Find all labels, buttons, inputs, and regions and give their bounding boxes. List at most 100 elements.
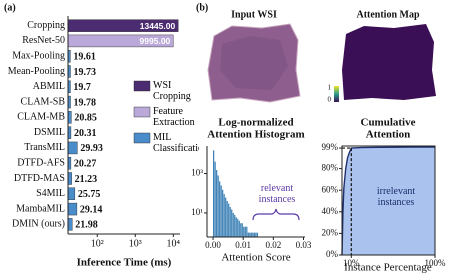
y-tick-label: DTFD-MAS (14, 173, 65, 184)
legend-label: Feature Extraction (153, 106, 195, 128)
attention-map-image (342, 24, 436, 100)
x-tick-label: 10⁴ (167, 238, 181, 249)
x-tick-label: 10% (343, 258, 360, 268)
legend-label: MIL Classification (153, 132, 199, 154)
histogram-bar (253, 232, 255, 237)
y-tick-label: Max-Pooling (12, 51, 65, 62)
x-tick-label: 100% (425, 258, 447, 268)
value-label: 20.31 (74, 128, 97, 139)
legend-label: MIL Classification (153, 132, 199, 154)
histogram-bar (235, 217, 237, 237)
annotation: irrelevant instances (376, 186, 416, 208)
histogram-bar (238, 220, 240, 237)
y-tick-label: MambaMIL (16, 203, 65, 214)
y-tick-label: 10³ (191, 168, 203, 178)
bar (67, 111, 72, 124)
y-tick-label: ABMIL (33, 81, 65, 92)
y-tick-label: CLAM-SB (21, 96, 66, 107)
y-tick-label: 40% (322, 206, 339, 216)
y-tick-label: 0% (326, 249, 339, 259)
bar (67, 202, 78, 216)
histogram-bar (220, 185, 222, 237)
histogram-bar (232, 212, 234, 237)
legend-label: Feature Extraction (153, 106, 195, 128)
value-label: 21.98 (75, 220, 98, 231)
y-tick-label: DSMIL (34, 127, 65, 138)
x-tick-label: 10² (91, 238, 104, 249)
y-tick-label: 99% (322, 142, 339, 152)
line (341, 146, 436, 256)
y-tick-label: Cropping (27, 20, 65, 31)
histogram-bar (249, 232, 251, 237)
y-tick-label: CLAM-MB (17, 112, 65, 123)
histogram-bar (214, 161, 216, 237)
histogram-bar (246, 226, 248, 237)
histogram-bar (223, 194, 225, 237)
histogram-bar (219, 181, 221, 237)
chart-title: Log-normalized (218, 117, 293, 129)
histogram-bar (213, 150, 215, 237)
panel-label: (b) (196, 2, 208, 13)
histogram-bar (252, 232, 254, 237)
colorbar (334, 86, 339, 102)
x-axis-label: Attention Score (221, 252, 290, 264)
image-title: Input WSI (231, 9, 277, 20)
x-axis-label: Instance Percentage (344, 262, 432, 274)
annotation: irrelevant instances (376, 186, 416, 208)
value-label: 25.75 (78, 189, 101, 200)
y-tick-label: 10¹ (191, 207, 203, 217)
image-title: Attention Map (356, 9, 419, 20)
y-tick-label: TransMIL (24, 142, 65, 153)
colorbar-tick: 0 (328, 96, 332, 104)
x-axis-label: Inference Time (ms) (77, 257, 172, 269)
histogram-bar (247, 232, 249, 237)
bar (67, 141, 78, 155)
legend-label: WSI Cropping (153, 80, 191, 102)
value-label: 19.78 (74, 97, 97, 108)
y-tick-label: 20% (322, 227, 339, 237)
y-tick-label: S4MIL (36, 188, 65, 199)
value-label: 9995.00 (140, 36, 171, 46)
value-label: 21.23 (75, 174, 98, 185)
histogram-bar (225, 197, 227, 237)
panel-label: (a) (4, 2, 16, 13)
legend-label: WSI Cropping (153, 80, 191, 102)
brace (252, 208, 300, 221)
y-tick-label: Mean-Pooling (8, 66, 65, 77)
wsi-texture (220, 36, 288, 90)
plot-frame (341, 145, 436, 256)
annotation: relevant instances (258, 183, 296, 205)
bar (67, 172, 72, 185)
y-tick-label: ResNet-50 (22, 35, 65, 46)
y-tick-label: DTFD-AFS (17, 158, 65, 169)
bar (67, 187, 76, 200)
histogram-bar (229, 207, 231, 237)
histogram-bar (256, 232, 258, 237)
histogram-bar (226, 201, 228, 237)
histogram-bar (216, 170, 218, 237)
histogram-bar (240, 223, 242, 237)
histogram-bar (217, 175, 219, 237)
legend-swatch (133, 132, 151, 144)
value-label: 20.27 (74, 159, 97, 170)
legend-swatch (133, 106, 151, 118)
value-label: 19.7 (73, 82, 91, 93)
histogram-bar (244, 226, 246, 237)
histogram-bar (243, 226, 245, 237)
legend-swatch (133, 80, 151, 92)
annotation: relevant instances (258, 183, 296, 205)
value-label: 20.85 (74, 113, 97, 124)
x-tick-label: 0.03 (296, 240, 312, 250)
area (342, 147, 435, 255)
value-label: 19.73 (73, 67, 96, 78)
value-label: 19.61 (73, 52, 96, 63)
histogram-bar (241, 223, 243, 237)
histogram-bar (234, 214, 236, 237)
histogram-bar (237, 218, 239, 237)
histogram-bar (222, 189, 224, 237)
y-tick-label: DMIN (ours) (12, 219, 65, 230)
x-tick-label: 10³ (129, 238, 142, 249)
chart-title: Cumulative (361, 117, 416, 129)
histogram-bar (255, 232, 257, 237)
